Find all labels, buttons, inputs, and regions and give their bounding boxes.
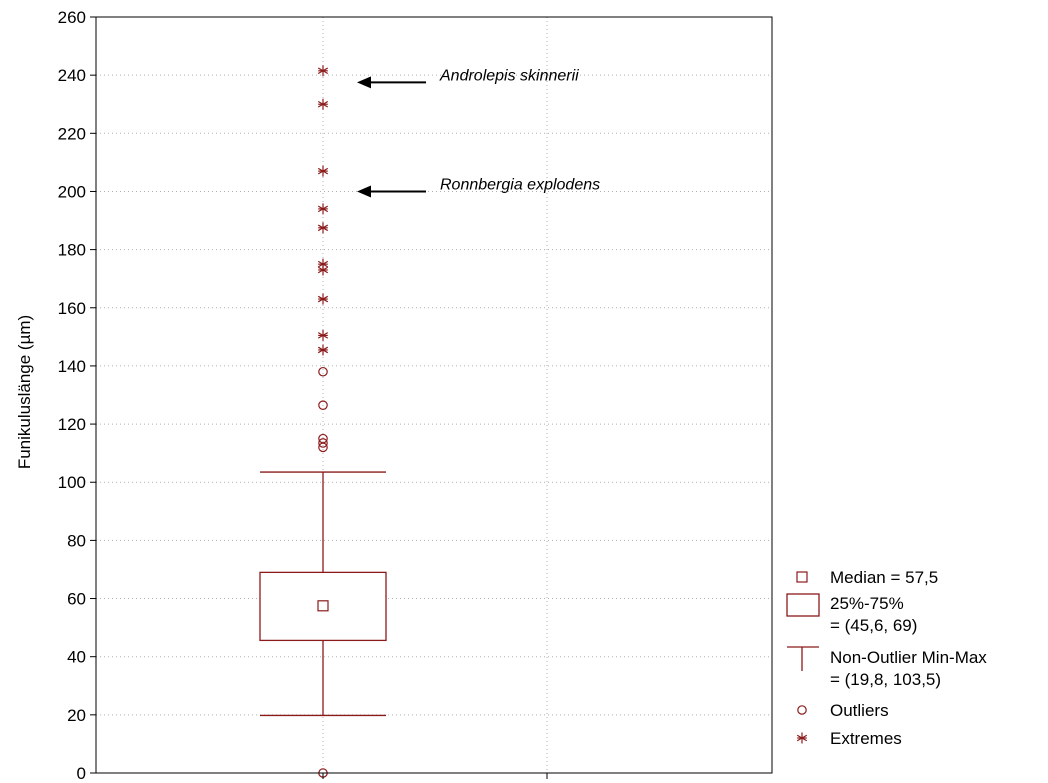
legend-extreme-symbol: [796, 732, 808, 744]
legend-label: = (45,6, 69): [830, 616, 917, 635]
y-tick-label: 60: [67, 590, 86, 609]
y-tick-label: 180: [58, 241, 86, 260]
legend-entry-median-square: Median = 57,5: [796, 568, 938, 587]
legend-entry-circle: Outliers: [797, 701, 889, 720]
y-tick-label: 80: [67, 531, 86, 550]
grid-layer: [96, 17, 772, 773]
outlier-point: [318, 400, 328, 410]
outlier-point: [318, 438, 328, 448]
extreme-point: [317, 65, 329, 77]
extreme-point: [317, 293, 329, 305]
y-tick-label: 120: [58, 415, 86, 434]
median-marker: [317, 600, 329, 612]
extreme-point: [317, 222, 329, 234]
y-tick-label: 220: [58, 124, 86, 143]
y-tick-label: 100: [58, 473, 86, 492]
y-tick-label: 140: [58, 357, 86, 376]
y-axis-label: Funikuluslänge (µm): [15, 315, 34, 469]
y-axis: 0 20 40 60 80 100 120 140 160 180 200 220 240 260: [58, 8, 548, 783]
annotations: Androlepis skinnerii Ronnbergia explodens: [357, 67, 600, 198]
legend-median-symbol: [796, 571, 808, 583]
legend-label: 25%-75%: [830, 594, 904, 613]
extreme-point: [317, 329, 329, 341]
y-tick-label: 160: [58, 299, 86, 318]
annotation-text: Androlepis skinnerii: [439, 67, 579, 84]
legend-label: Extremes: [830, 729, 902, 748]
box-plot-series: [259, 65, 387, 778]
legend-label: Non-Outlier Min-Max: [830, 648, 987, 667]
legend-entry-asterisk: Extremes: [796, 729, 902, 748]
extreme-point: [317, 344, 329, 356]
legend-entry-whisker: Non-Outlier Min-Max = (19,8, 103,5): [787, 646, 987, 689]
outlier-point: [318, 366, 328, 377]
legend-outlier-symbol: [797, 705, 807, 715]
legend-label: Median = 57,5: [830, 568, 938, 587]
outlier-point: [318, 433, 328, 444]
y-tick-label: 240: [58, 66, 86, 85]
extreme-point: [317, 203, 329, 215]
y-tick-label: 40: [67, 648, 86, 667]
legend-label: Outliers: [830, 701, 889, 720]
legend-entry-box: 25%-75% = (45,6, 69): [786, 593, 917, 635]
plot-area-frame: [95, 16, 773, 774]
extreme-point: [317, 98, 329, 110]
annotation-arrow-head: [357, 76, 371, 89]
y-tick-label: 260: [58, 8, 86, 27]
extreme-point: [317, 165, 329, 177]
y-tick-label: 20: [67, 706, 86, 725]
legend-label: = (19,8, 103,5): [830, 670, 941, 689]
y-tick-label: 0: [77, 764, 86, 783]
legend-box-symbol: [786, 593, 820, 617]
annotation-arrow-head: [357, 185, 371, 198]
y-tick-label: 200: [58, 182, 86, 201]
legend: Median = 57,5 25%-75% = (45,6, 69) Non-Outl…: [786, 568, 987, 748]
annotation-text: Ronnbergia explodens: [440, 176, 600, 193]
extreme-point: [317, 258, 329, 270]
extreme-point: [317, 264, 329, 276]
